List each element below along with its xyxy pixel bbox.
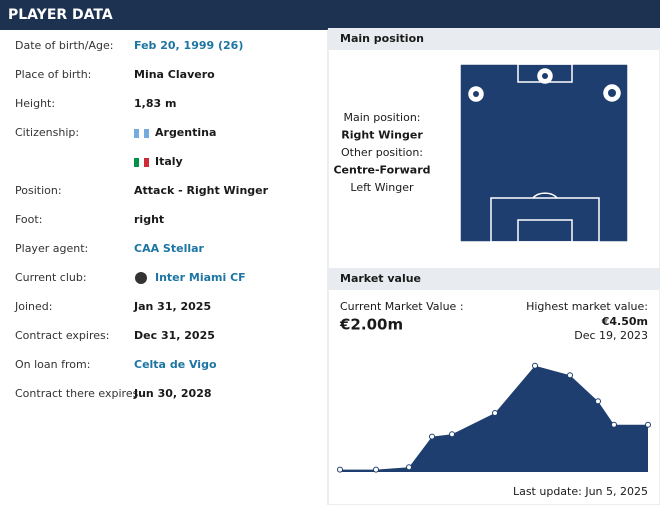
row-value: CAA Stellar: [134, 242, 205, 255]
market-value-point: [373, 466, 379, 473]
market-value-point: [429, 433, 435, 440]
position-line: Left Winger: [350, 181, 414, 194]
header-bar: [0, 0, 660, 30]
flag: [134, 158, 139, 167]
position-line: Main position:: [343, 111, 420, 124]
row-value: Feb 20, 1999 (26): [134, 39, 243, 52]
market-value-point: [449, 431, 455, 438]
highest-label: Highest market value:: [526, 300, 648, 313]
market-value-point: [492, 410, 498, 416]
market-value-point: [567, 372, 573, 379]
row-label: Place of birth:: [15, 68, 91, 81]
row-value: Inter Miami CF: [155, 271, 246, 284]
row-value: Jun 30, 2028: [133, 387, 212, 400]
market-value-point: [645, 421, 651, 428]
row-label: On loan from:: [15, 358, 90, 371]
row-value: Mina Clavero: [134, 68, 215, 81]
current-value: €2.00m: [339, 316, 403, 334]
market-value-area: [340, 365, 648, 472]
row-label: Position:: [15, 184, 62, 197]
row-label: Contract expires:: [15, 329, 109, 342]
market-value-title: Market value: [340, 272, 421, 285]
row-value: right: [134, 213, 164, 226]
row-value: Italy: [155, 155, 183, 168]
flag: [139, 129, 144, 138]
market-value-point: [337, 466, 343, 473]
pitch: [459, 63, 629, 243]
row-value: 1,83 m: [134, 97, 176, 110]
row-label: Date of birth/Age:: [15, 39, 113, 52]
row-label: Citizenship:: [15, 126, 79, 139]
row-value: Jan 31, 2025: [133, 300, 211, 313]
position-line: Other position:: [341, 146, 423, 159]
position-line: Centre-Forward: [333, 164, 430, 177]
flag: [144, 129, 149, 138]
position-line: Right Winger: [341, 129, 423, 142]
last-update: Last update: Jun 5, 2025: [513, 485, 648, 498]
row-label: Contract there expires:: [15, 387, 142, 400]
market-value-point: [611, 421, 617, 428]
row-label: Foot:: [15, 213, 42, 226]
row-value: Celta de Vigo: [134, 358, 217, 371]
row-value: Attack - Right Winger: [134, 184, 269, 197]
row-value: Argentina: [155, 126, 216, 139]
market-value-point: [532, 362, 538, 369]
highest-date: Dec 19, 2023: [574, 329, 648, 342]
market-value-point: [595, 398, 601, 405]
flag: [139, 158, 144, 167]
main-position-title: Main position: [340, 32, 424, 45]
highest-value: €4.50m: [601, 315, 648, 328]
flag: [134, 129, 139, 138]
market-value-point: [406, 464, 412, 471]
row-label: Current club:: [15, 271, 87, 284]
row-value: Dec 31, 2025: [134, 329, 215, 342]
market-value-header: [328, 268, 660, 290]
header-title: PLAYER DATA: [8, 7, 113, 23]
row-label: Player agent:: [15, 242, 88, 255]
club-icon: [135, 272, 147, 284]
current-label: Current Market Value :: [340, 300, 464, 313]
flag: [144, 158, 149, 167]
row-label: Height:: [15, 97, 55, 110]
main-position-header: [328, 28, 660, 50]
row-label: Joined:: [14, 300, 52, 313]
